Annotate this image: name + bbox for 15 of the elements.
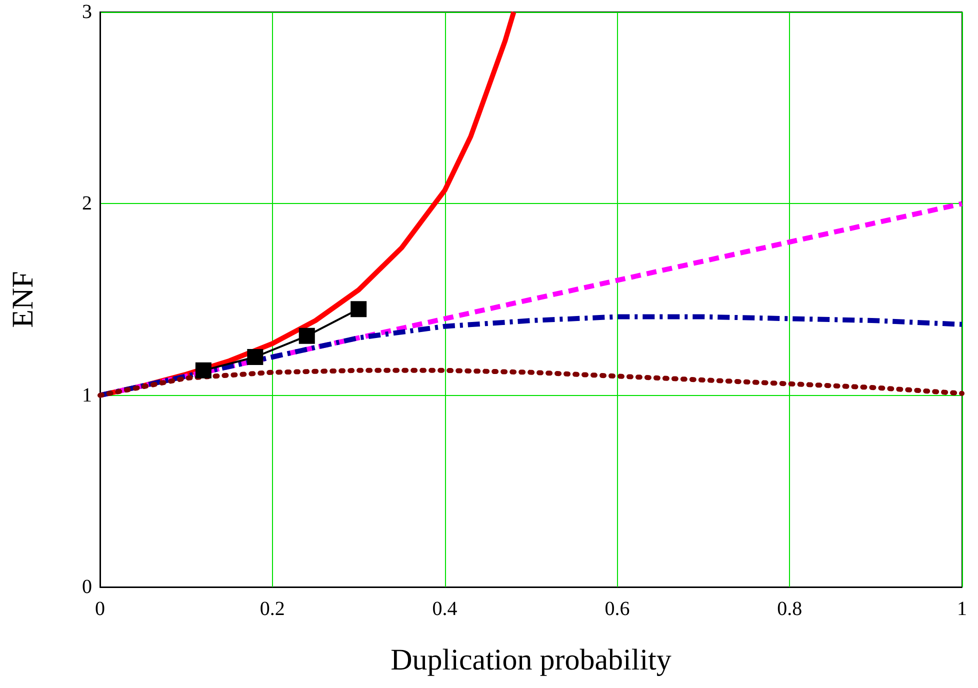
point <box>350 301 367 318</box>
y-axis-title: ENF <box>6 271 40 328</box>
x-tick-label: 0.4 <box>432 598 458 620</box>
y-tick-label: 2 <box>82 192 92 215</box>
x-axis-title: Duplication probability <box>390 644 672 676</box>
y-tick-label: 1 <box>82 384 92 406</box>
y-tick-label: 0 <box>82 576 92 598</box>
x-tick-label: 0.2 <box>260 598 285 620</box>
point <box>195 362 212 378</box>
point <box>298 328 315 344</box>
y-tick-label: 3 <box>82 1 92 23</box>
x-tick-label: 0.8 <box>777 598 802 620</box>
point <box>247 349 264 365</box>
x-tick-label: 1 <box>957 598 967 620</box>
x-tick-label: 0.6 <box>604 598 630 620</box>
